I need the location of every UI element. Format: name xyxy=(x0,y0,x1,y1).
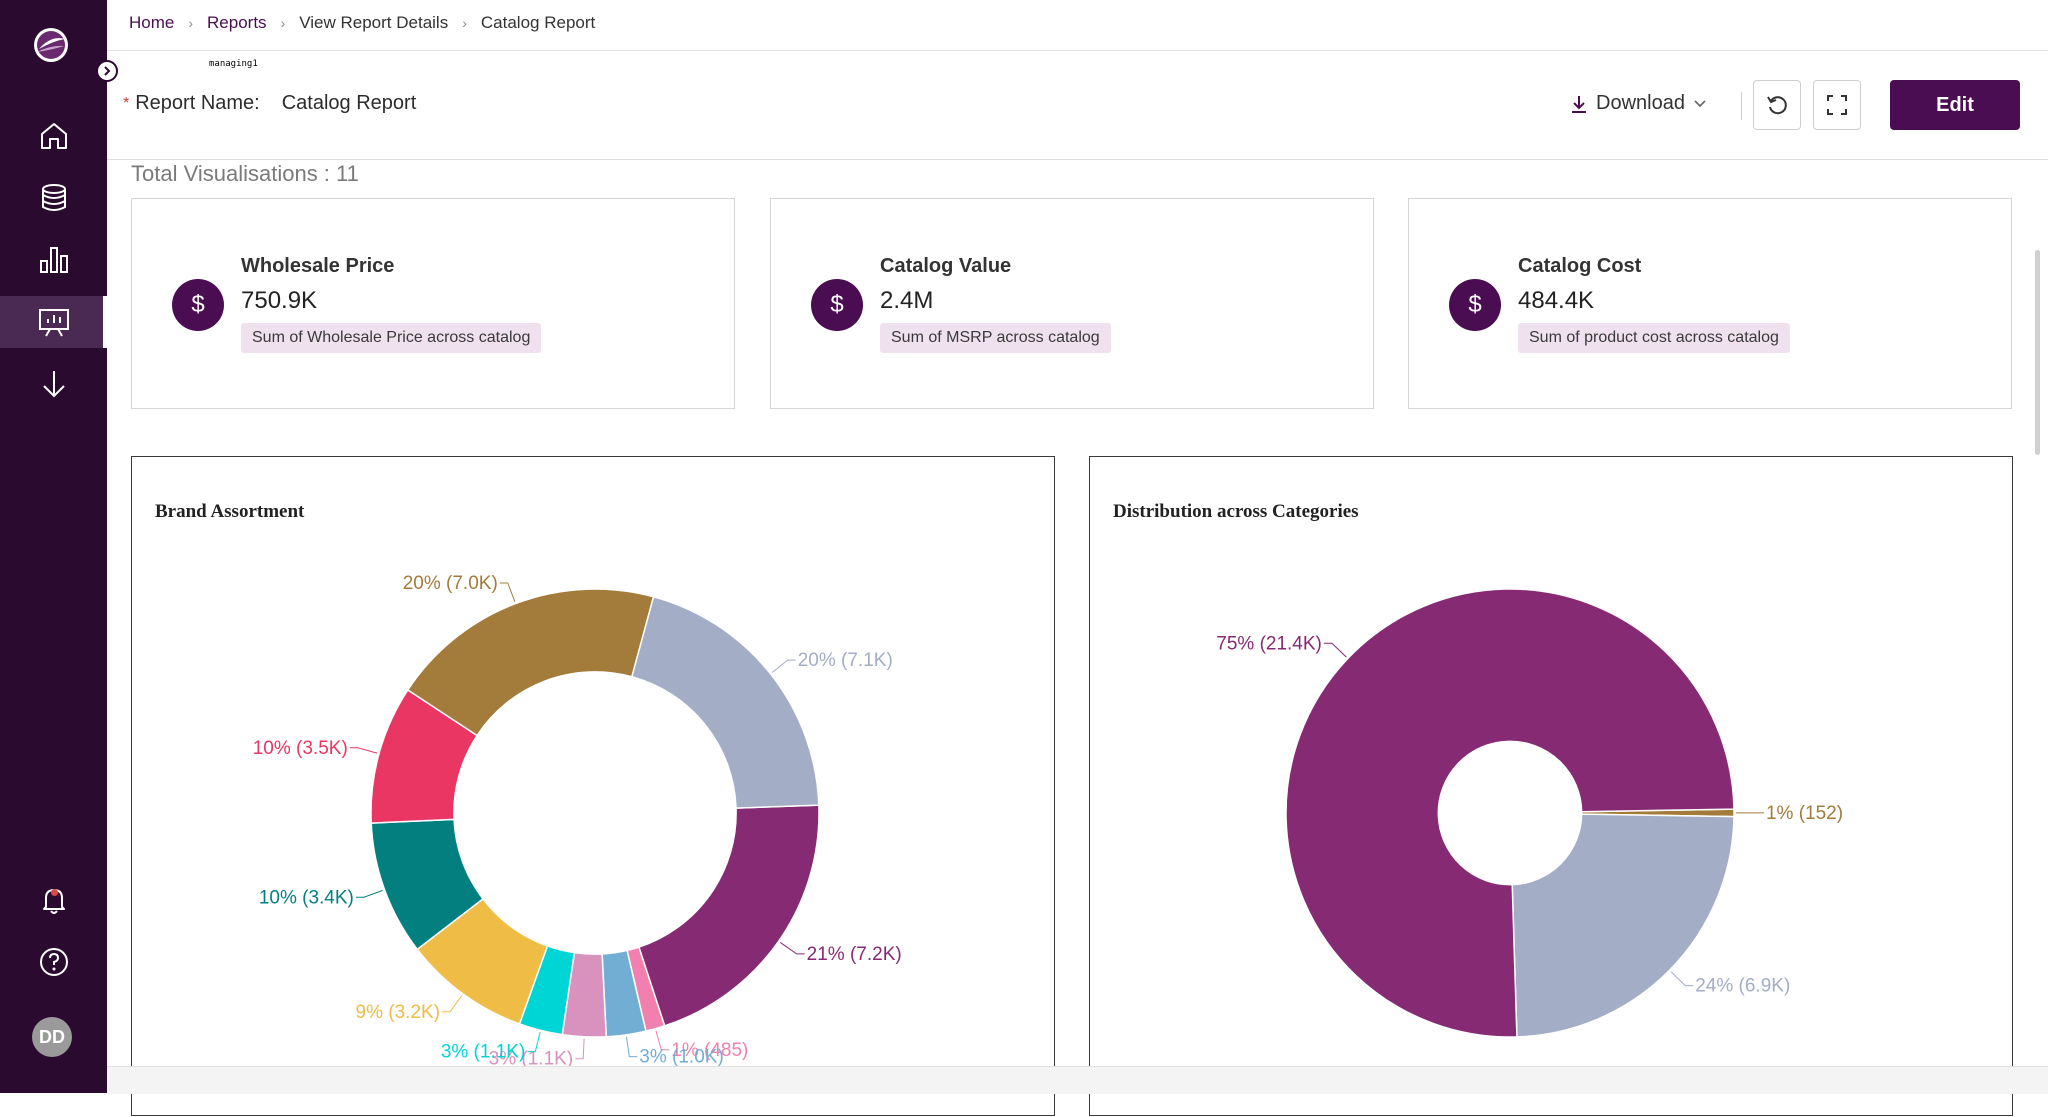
edit-button[interactable]: Edit xyxy=(1890,80,2020,130)
home-icon xyxy=(37,119,71,153)
dollar-icon: $ xyxy=(811,279,863,331)
chevron-right-icon: › xyxy=(188,15,193,31)
toolbar-divider xyxy=(1741,92,1742,120)
kpi-description: Sum of product cost across catalog xyxy=(1518,323,1790,353)
leader-line xyxy=(1324,643,1346,657)
refresh-button[interactable] xyxy=(1753,80,1801,130)
report-name-label: Report Name: xyxy=(135,92,260,115)
kpi-description: Sum of MSRP across catalog xyxy=(880,323,1111,353)
leader-line xyxy=(627,1037,638,1057)
fullscreen-button[interactable] xyxy=(1813,80,1861,130)
bottom-bar xyxy=(107,1066,2048,1094)
category-distribution-panel[interactable]: Distribution across Categories 1% (152)2… xyxy=(1089,456,2013,1116)
leader-line xyxy=(772,660,796,672)
top-divider xyxy=(107,50,2048,51)
breadcrumb-reports[interactable]: Reports xyxy=(207,13,267,33)
download-arrow-icon xyxy=(37,367,71,401)
breadcrumb-details[interactable]: View Report Details xyxy=(299,13,448,33)
data-label: 21% (7.2K) xyxy=(807,944,902,965)
kpi-card-wholesale-price[interactable]: $ Wholesale Price 750.9K Sum of Wholesal… xyxy=(131,198,735,409)
download-icon xyxy=(1570,94,1588,114)
dollar-icon: $ xyxy=(1449,279,1501,331)
nav-data[interactable] xyxy=(0,172,107,224)
pie-slice[interactable] xyxy=(639,805,819,1026)
data-label: 9% (3.2K) xyxy=(356,1002,440,1023)
download-dropdown[interactable]: Download xyxy=(1570,92,1707,115)
data-label: 10% (3.5K) xyxy=(253,738,348,759)
brand-assortment-donut-chart[interactable]: 21% (7.2K)1% (485)3% (1.0K)3% (1.1K)3% (… xyxy=(132,457,1056,1117)
sidebar: DD xyxy=(0,0,107,1093)
kpi-value: 2.4M xyxy=(880,287,933,315)
notification-dot xyxy=(51,889,58,896)
help-icon xyxy=(37,945,71,979)
dollar-icon: $ xyxy=(172,279,224,331)
total-visualisations: Total Visualisations : 11 xyxy=(131,161,359,187)
kpi-title: Catalog Value xyxy=(880,255,1011,278)
bar-chart-icon xyxy=(37,243,71,277)
leader-line xyxy=(1671,972,1693,986)
pie-slice[interactable] xyxy=(1512,814,1734,1037)
kpi-value: 750.9K xyxy=(241,287,317,315)
chevron-right-icon: › xyxy=(462,15,467,31)
chevron-right-icon: › xyxy=(281,15,286,31)
kpi-card-catalog-value[interactable]: $ Catalog Value 2.4M Sum of MSRP across … xyxy=(770,198,1374,409)
report-name-value: Catalog Report xyxy=(282,92,417,115)
nav-downloads[interactable] xyxy=(0,358,107,410)
app-logo[interactable] xyxy=(31,25,71,65)
chevron-down-icon xyxy=(1693,99,1707,109)
scrollbar-thumb[interactable] xyxy=(2035,250,2040,455)
nav-home[interactable] xyxy=(0,110,107,162)
data-label: 20% (7.0K) xyxy=(403,573,498,594)
data-label: 24% (6.9K) xyxy=(1695,976,1790,997)
pie-slice[interactable] xyxy=(408,589,654,735)
kpi-value: 484.4K xyxy=(1518,287,1594,315)
kpi-title: Wholesale Price xyxy=(241,255,394,278)
leader-line xyxy=(575,1039,584,1059)
data-label: 20% (7.1K) xyxy=(798,650,893,671)
breadcrumb: Home › Reports › View Report Details › C… xyxy=(129,13,595,33)
leader-line xyxy=(356,890,383,897)
database-icon xyxy=(37,181,71,215)
kpi-card-catalog-cost[interactable]: $ Catalog Cost 484.4K Sum of product cos… xyxy=(1408,198,2012,409)
avatar[interactable]: DD xyxy=(32,1017,72,1057)
data-label: 3% (1.0K) xyxy=(639,1047,723,1068)
breadcrumb-home[interactable]: Home xyxy=(129,13,174,33)
data-label: 75% (21.4K) xyxy=(1216,633,1322,654)
tiny-label: managing1 xyxy=(209,59,258,69)
leader-line xyxy=(350,748,377,753)
nav-help[interactable] xyxy=(0,936,107,988)
sidebar-toggle-button[interactable] xyxy=(96,60,118,82)
report-name-row: * Report Name: Catalog Report xyxy=(123,92,416,115)
pie-slice[interactable] xyxy=(632,597,819,808)
data-label: 10% (3.4K) xyxy=(259,887,354,908)
fullscreen-icon xyxy=(1826,94,1848,116)
presentation-icon xyxy=(37,305,71,339)
brand-assortment-panel[interactable]: Brand Assortment 21% (7.2K)1% (485)3% (1… xyxy=(131,456,1055,1116)
data-label: 1% (152) xyxy=(1766,803,1843,824)
leader-line xyxy=(780,942,804,953)
leader-line xyxy=(500,583,515,602)
category-distribution-donut-chart[interactable]: 1% (152) 24% (6.9K) 75% (21.4K) xyxy=(1090,457,2014,1117)
kpi-title: Catalog Cost xyxy=(1518,255,1641,278)
chevron-right-icon xyxy=(101,65,113,77)
header-divider xyxy=(107,159,2048,160)
kpi-description: Sum of Wholesale Price across catalog xyxy=(241,323,541,353)
download-label: Download xyxy=(1596,92,1685,115)
breadcrumb-current: Catalog Report xyxy=(481,13,595,33)
required-mark: * xyxy=(123,95,129,113)
refresh-icon xyxy=(1766,94,1788,116)
leader-line xyxy=(442,996,462,1012)
nav-analytics[interactable] xyxy=(0,234,107,286)
nav-reports[interactable] xyxy=(0,296,107,348)
data-label: 3% (1.1K) xyxy=(441,1042,525,1063)
nav-notifications[interactable] xyxy=(0,874,107,926)
